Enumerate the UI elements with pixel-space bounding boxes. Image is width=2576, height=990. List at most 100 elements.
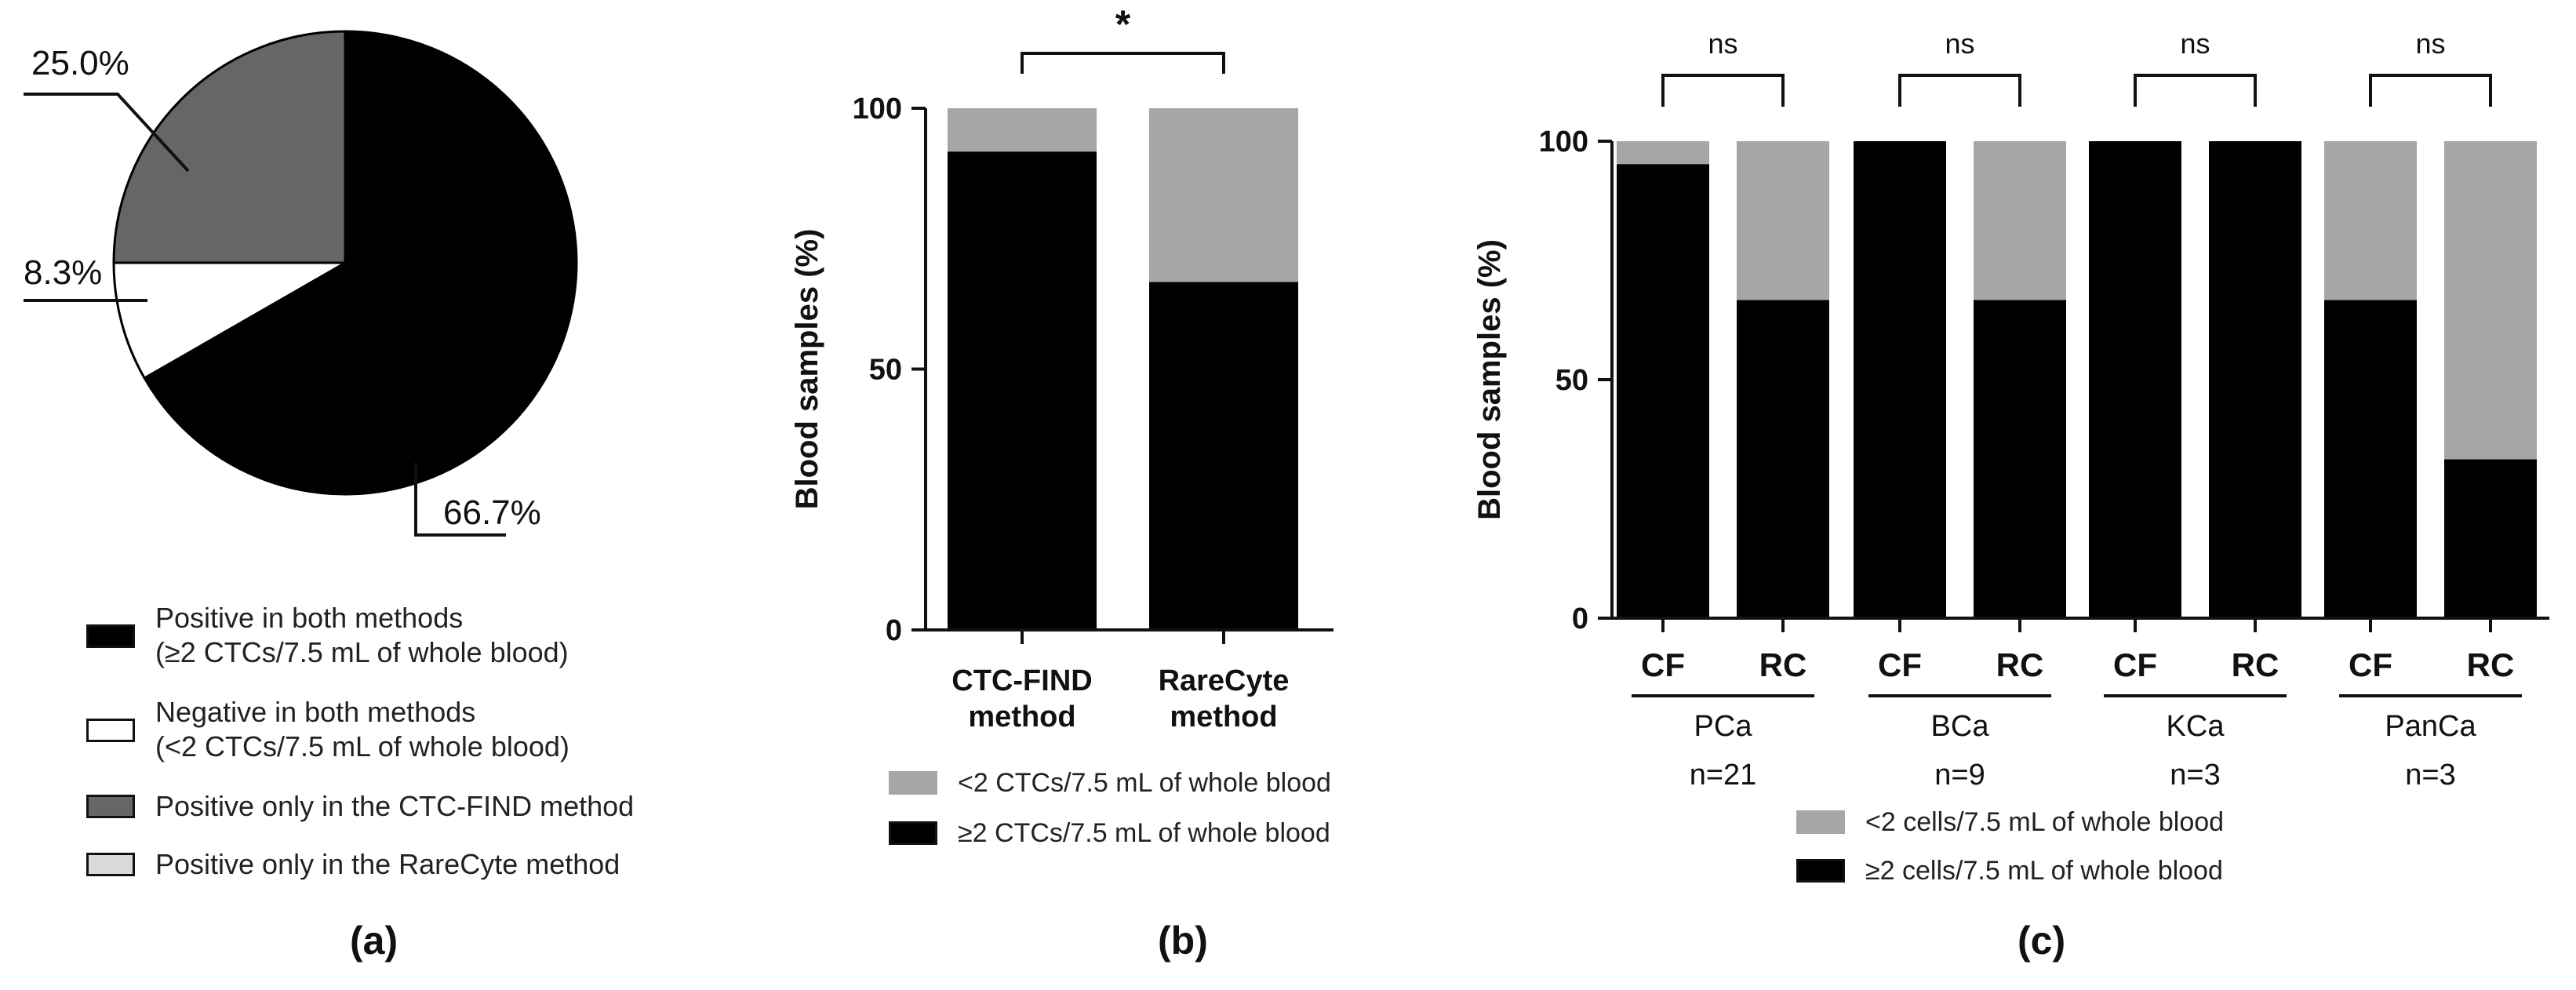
y-tick-label: 0 (1572, 602, 1588, 635)
panel-label-b: (b) (1158, 919, 1208, 963)
bar-segment (1854, 141, 1946, 618)
x-category-label: RareCyte (1159, 664, 1290, 697)
x-category-label: method (968, 701, 1075, 733)
y-tick-label: 100 (853, 93, 902, 126)
group-name: PanCa (2385, 710, 2476, 743)
pie-legend-swatch (86, 719, 135, 742)
pie-slice (112, 30, 347, 264)
significance-label: ns (2180, 27, 2210, 60)
group-n-label: n=21 (1690, 759, 1757, 792)
group-name: BCa (1931, 710, 1990, 743)
group-n-label: n=3 (2405, 759, 2455, 792)
y-tick-label: 0 (886, 614, 902, 647)
bar-b-legend: <2 CTCs/7.5 mL of whole blood ≥2 CTCs/7.… (889, 766, 1485, 860)
significance-bracket (1661, 74, 1785, 107)
pie-chart: 66.7% 8.3% 25.0% (24, 30, 578, 537)
pie-slice (112, 261, 350, 380)
bar-segment (2209, 141, 2301, 618)
bar-c-legend-swatch (1796, 859, 1845, 883)
bar-segment (2444, 459, 2537, 618)
significance-bracket (2369, 74, 2492, 107)
bar-segment (2089, 141, 2181, 618)
bar-c-legend-item: <2 cells/7.5 mL of whole blood (1796, 805, 2224, 839)
bar-segment (2324, 300, 2417, 618)
bar-b-legend-swatch (889, 821, 937, 845)
panel-label-a: (a) (350, 919, 398, 963)
pie-slice-label: 25.0% (31, 44, 129, 82)
pie-legend-item: Positive only in the RareCyte method (86, 847, 620, 882)
significance-bracket (2134, 74, 2257, 107)
significance-label: * (1115, 2, 1131, 46)
bar-segment (1974, 300, 2066, 618)
pie-slice-label: 8.3% (24, 253, 102, 292)
pie-legend-item: Positive only in the CTC-FIND method (86, 789, 634, 824)
x-category-label: RC (1759, 646, 1807, 683)
x-category-label: CF (2113, 646, 2157, 683)
pie-legend-swatch (86, 853, 135, 876)
pie-legend-swatch (86, 624, 135, 648)
bar-segment (1974, 141, 2066, 300)
panel-b: 0 50 100 Blood samples (%) * CTC-FIND method Ra… (784, 0, 1490, 990)
bar-c-legend-swatch (1796, 810, 1845, 834)
bar-b-legend-label: <2 CTCs/7.5 mL of whole blood (958, 768, 1331, 798)
pie-slice (143, 30, 578, 496)
y-axis-title: Blood samples (%) (1472, 239, 1507, 520)
pie-legend: Positive in both methods (≥2 CTCs/7.5 mL… (86, 596, 777, 910)
pie-leader-line (24, 93, 190, 173)
bar-b-legend-item: ≥2 CTCs/7.5 mL of whole blood (889, 816, 1330, 850)
y-tick-label: 100 (1539, 126, 1588, 158)
bar-segment (1617, 164, 1709, 618)
x-category-label: CF (1878, 646, 1922, 683)
group-n-label: n=3 (2170, 759, 2220, 792)
pie-legend-swatch (86, 795, 135, 818)
x-category-label: RC (2232, 646, 2279, 683)
pie-legend-line: Positive only in the CTC-FIND method (155, 790, 635, 822)
bar-chart-c: 0 50 100 Blood samples (%) ns ns ns ns CF RC CF RC C… (1472, 27, 2549, 792)
bar-segment (948, 108, 1097, 152)
significance-bracket (1898, 74, 2021, 107)
bar-b-legend-swatch (889, 771, 937, 795)
panel-c: 0 50 100 Blood samples (%) ns ns ns ns CF RC CF RC C… (1467, 0, 2576, 990)
pie-legend-line: (<2 CTCs/7.5 mL of whole blood) (155, 730, 569, 763)
pie-legend-line: Negative in both methods (155, 696, 476, 728)
pie-leader-line (414, 463, 506, 537)
bar-c-legend-label: <2 cells/7.5 mL of whole blood (1865, 807, 2225, 837)
group-name: PCa (1694, 710, 1753, 743)
bar-segment (1617, 141, 1709, 165)
significance-label: ns (1945, 27, 1974, 60)
x-category-label: RC (2467, 646, 2515, 683)
y-tick-label: 50 (1555, 364, 1588, 397)
x-category-label: CF (1641, 646, 1685, 683)
bar-chart-b: 0 50 100 Blood samples (%) * CTC-FIND method Ra… (790, 2, 1333, 733)
significance-label: ns (2415, 27, 2445, 60)
panel-a: 66.7% 8.3% 25.0% Positive in both methods … (0, 0, 784, 990)
y-axis-title: Blood samples (%) (790, 229, 824, 510)
pie-legend-item: Positive in both methods (≥2 CTCs/7.5 mL… (86, 601, 569, 670)
x-category-label: method (1170, 701, 1277, 733)
bar-segment (2324, 141, 2417, 300)
significance-label: ns (1708, 27, 1737, 60)
bar-segment (2444, 141, 2537, 460)
bar-segment (1149, 282, 1298, 630)
group-name: KCa (2167, 710, 2225, 743)
bar-segment (1737, 300, 1829, 618)
bar-b-legend-label: ≥2 CTCs/7.5 mL of whole blood (958, 818, 1330, 848)
panel-label-c: (c) (2018, 919, 2066, 963)
pie-slice-label: 66.7% (443, 493, 541, 532)
bar-b-legend-item: <2 CTCs/7.5 mL of whole blood (889, 766, 1331, 800)
x-category-label: RC (1996, 646, 2044, 683)
x-category-label: CTC-FIND (951, 664, 1092, 697)
bar-segment (1149, 108, 1298, 282)
pie-legend-item: Negative in both methods (<2 CTCs/7.5 mL… (86, 695, 569, 764)
pie-legend-line: Positive in both methods (155, 602, 464, 634)
bar-c-legend-label: ≥2 cells/7.5 mL of whole blood (1865, 856, 2223, 886)
significance-bracket (1021, 52, 1225, 74)
pie-legend-line: (≥2 CTCs/7.5 mL of whole blood) (155, 636, 569, 668)
pie-legend-line: Positive only in the RareCyte method (155, 848, 620, 880)
bar-segment (1737, 141, 1829, 300)
bar-segment (948, 151, 1097, 630)
y-tick-label: 50 (869, 354, 902, 387)
bar-c-legend-item: ≥2 cells/7.5 mL of whole blood (1796, 854, 2223, 888)
bar-c-legend: <2 cells/7.5 mL of whole blood ≥2 cells/… (1796, 805, 2408, 899)
group-n-label: n=9 (1934, 759, 1985, 792)
